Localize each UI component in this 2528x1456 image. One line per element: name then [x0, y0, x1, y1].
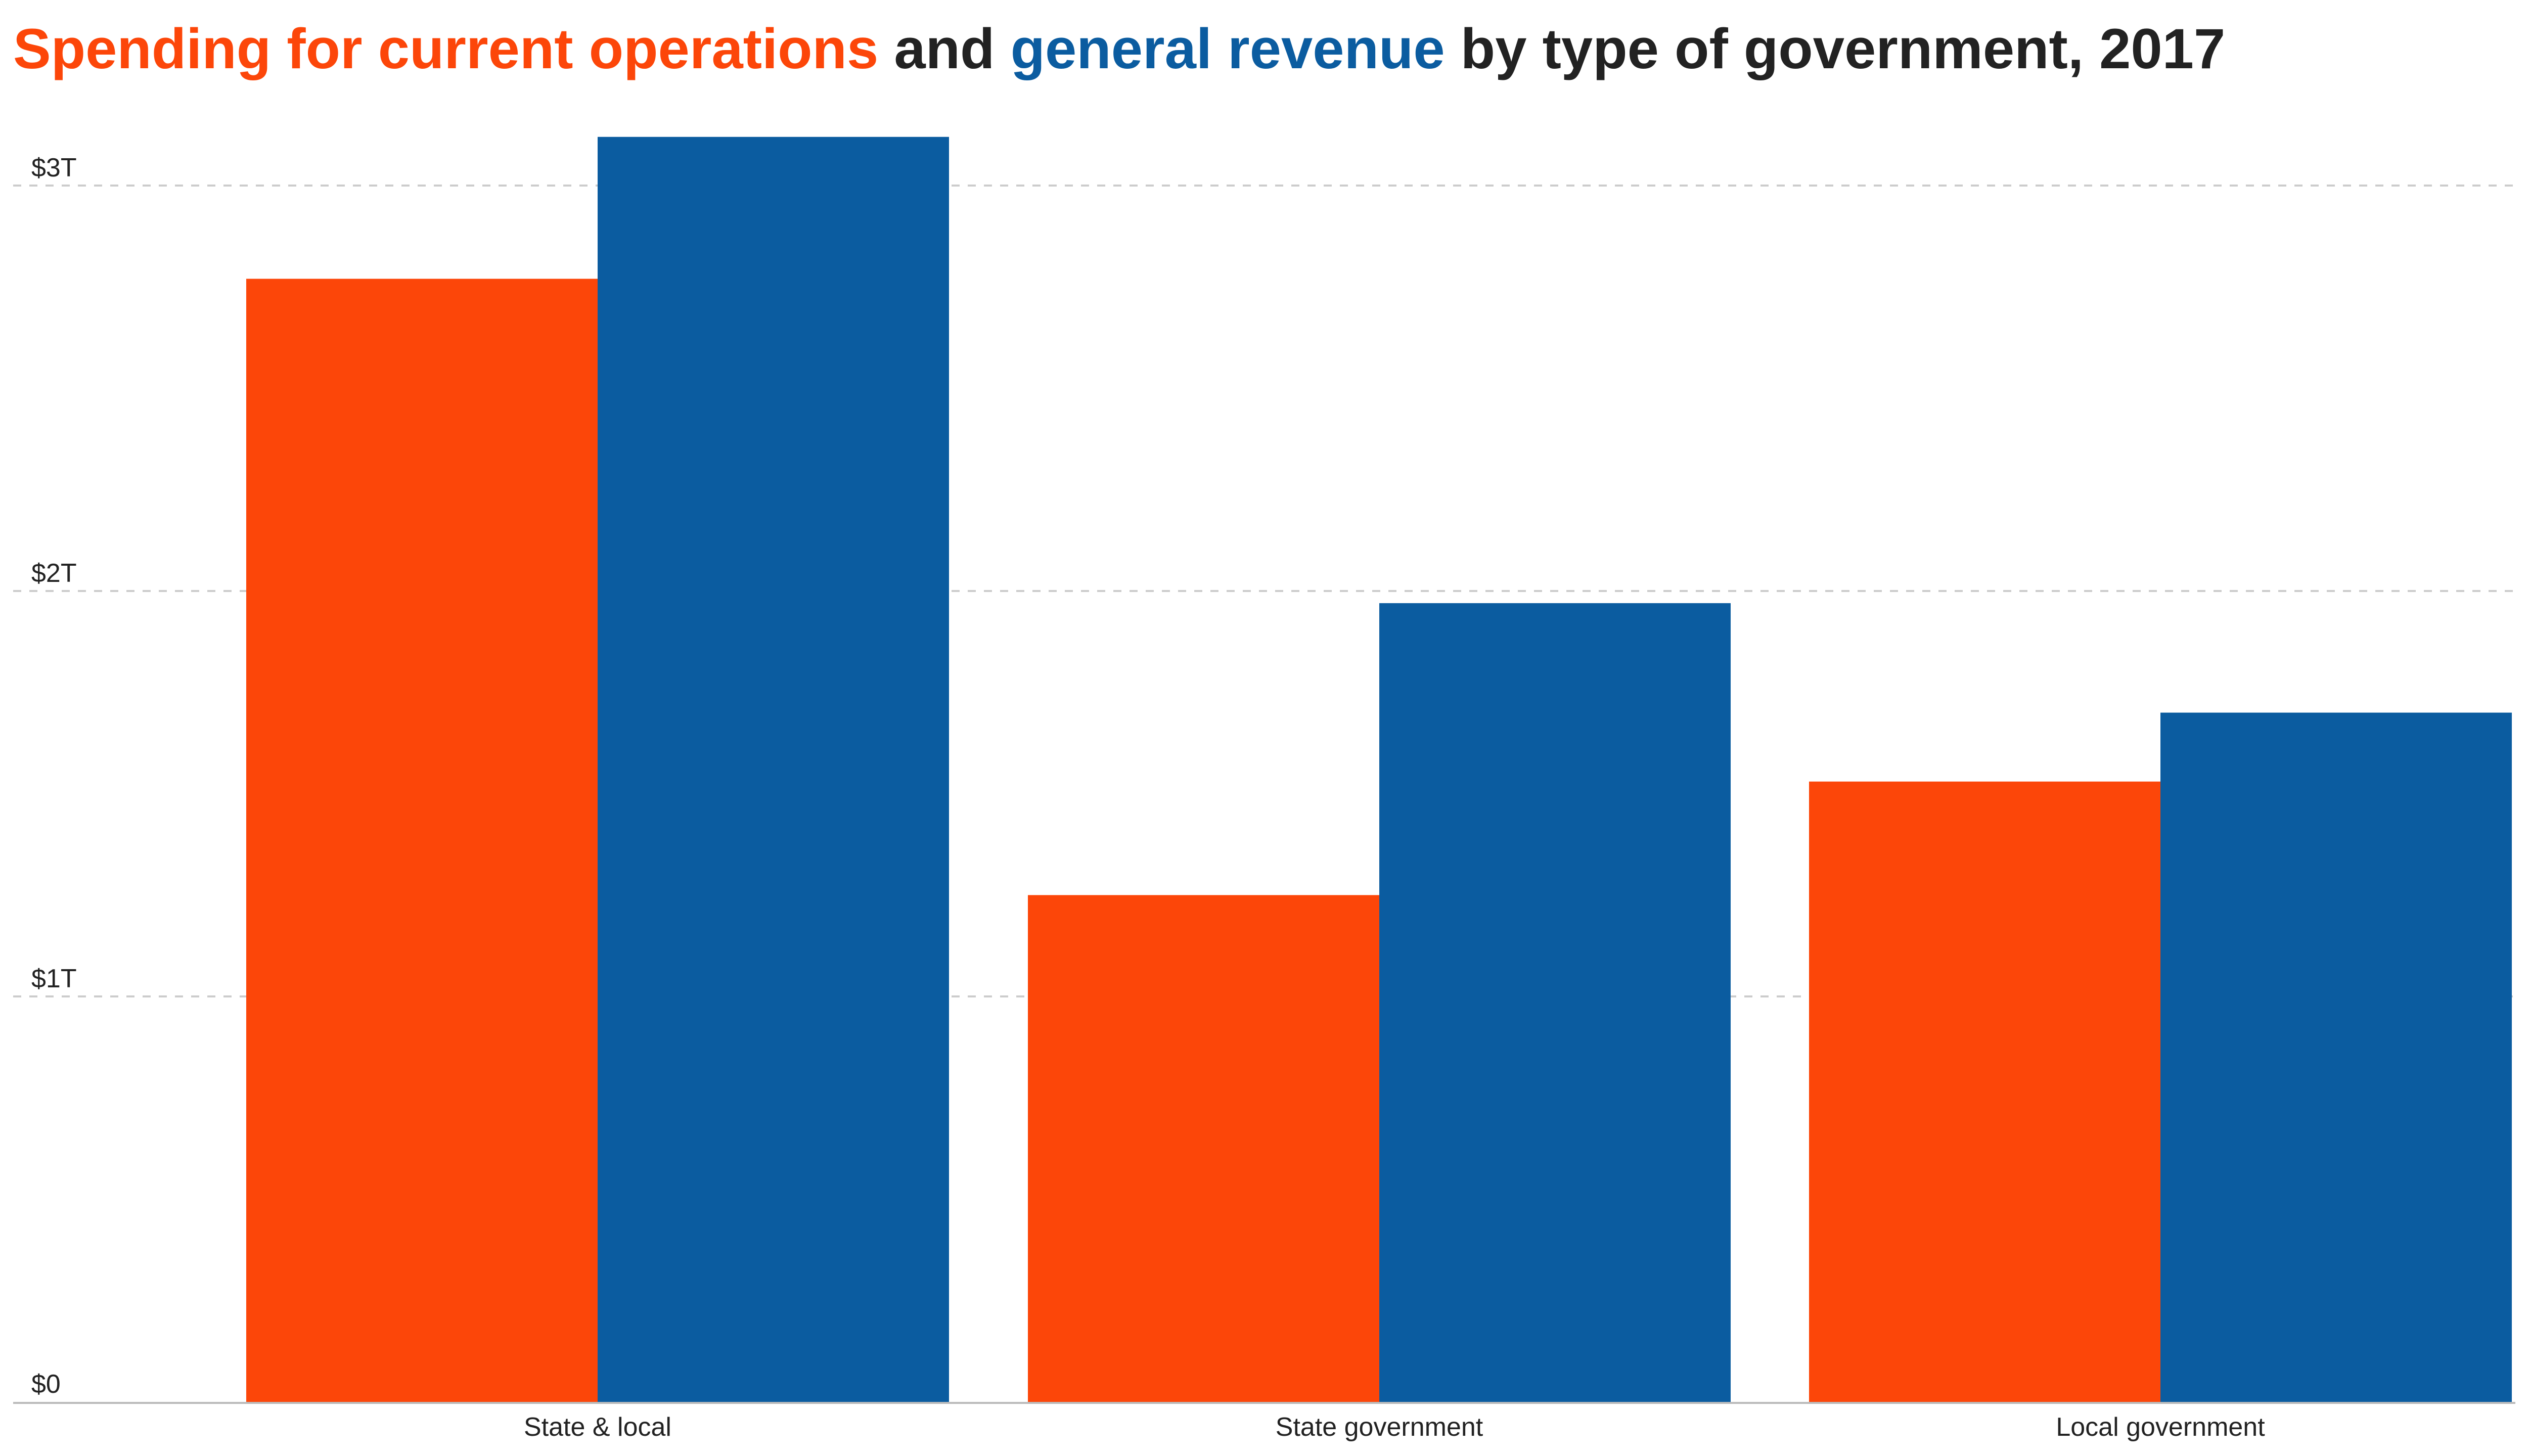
title-suffix: by type of government, 2017 — [1444, 17, 2226, 80]
axis-labels: $0 $1T $2T $3T State & local State government… — [31, 153, 2265, 1442]
chart-title: Spending for current operations and gene… — [13, 15, 2225, 83]
bar-revenue — [1379, 603, 1731, 1402]
bar-spending — [246, 279, 598, 1402]
bar-revenue — [2160, 712, 2512, 1402]
bar-spending — [1028, 895, 1379, 1402]
x-tick-label: Local government — [2056, 1413, 2265, 1442]
bars — [246, 136, 2512, 1402]
y-tick-label: $2T — [31, 559, 77, 588]
y-tick-label: $0 — [31, 1370, 61, 1399]
x-tick-label: State & local — [524, 1413, 671, 1442]
bar-spending — [1809, 781, 2160, 1402]
title-connector: and — [878, 17, 1011, 80]
title-revenue-term: general revenue — [1010, 17, 1445, 80]
y-tick-label: $3T — [31, 153, 77, 183]
y-tick-label: $1T — [31, 964, 77, 993]
title-spending-term: Spending for current operations — [13, 17, 879, 80]
x-tick-label: State government — [1276, 1413, 1483, 1442]
bar-revenue — [598, 136, 949, 1402]
